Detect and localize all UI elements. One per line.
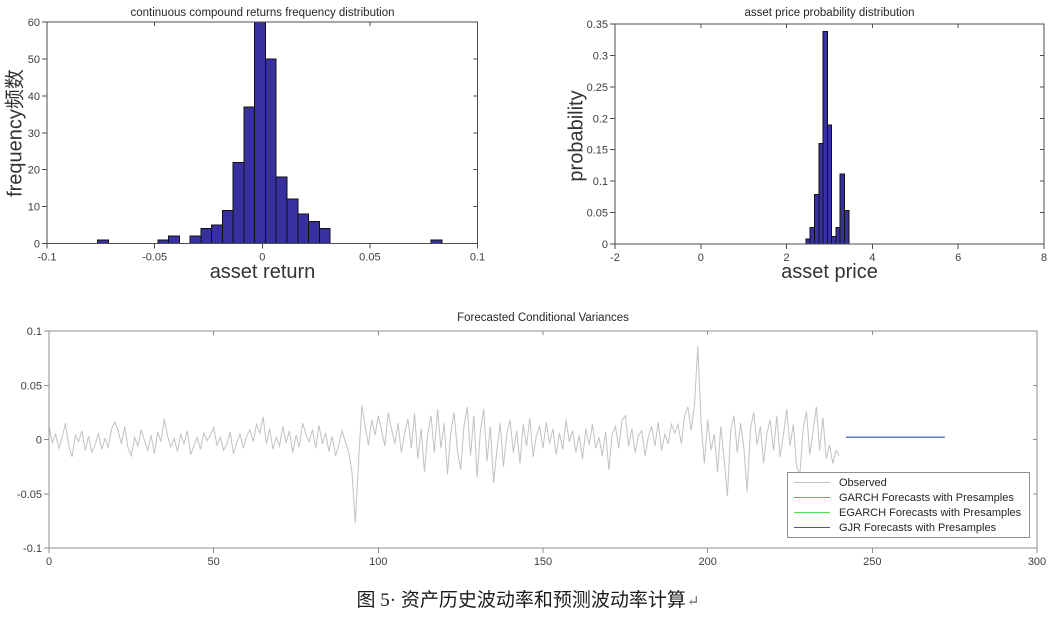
svg-text:0: 0 (259, 252, 265, 264)
svg-text:0: 0 (36, 435, 42, 447)
svg-text:8: 8 (1041, 252, 1047, 264)
svg-text:40: 40 (28, 91, 40, 103)
return-mark: ↵ (686, 594, 700, 610)
figure-caption-text: 图 5· 资产历史波动率和预测波动率计算 (356, 590, 686, 611)
price-axes-box (614, 23, 1045, 245)
garch-line-swatch (794, 496, 830, 499)
legend-box: Observed GARCH Forecasts with Presamples… (787, 472, 1030, 538)
svg-text:0: 0 (46, 556, 52, 568)
svg-text:0.2: 0.2 (593, 113, 608, 125)
svg-text:0.05: 0.05 (359, 252, 380, 264)
svg-text:6: 6 (955, 252, 961, 264)
svg-text:0.05: 0.05 (21, 380, 42, 392)
price-yaxis-label: probability (565, 90, 588, 182)
svg-text:50: 50 (208, 556, 220, 568)
legend-item-observed: Observed (794, 475, 1023, 490)
returns-xaxis-label: asset return (209, 261, 316, 283)
returns-chart-title: continuous compound returns frequency di… (130, 7, 395, 19)
returns-yaxis-label: frequency频数 (4, 69, 27, 197)
variance-ticks (44, 330, 1038, 553)
svg-text:0.1: 0.1 (593, 176, 608, 188)
variance-plot: 0 50 100 150 200 250 300 -0.1 -0.05 0 0.05 0.1 (17, 326, 1046, 568)
legend-label-gjr: GJR Forecasts with Presamples (839, 521, 997, 534)
svg-text:-0.05: -0.05 (142, 252, 167, 264)
returns-ticks (42, 21, 478, 249)
svg-text:50: 50 (28, 54, 40, 66)
svg-text:0.1: 0.1 (470, 252, 485, 264)
svg-text:0: 0 (698, 252, 704, 264)
svg-text:0.05: 0.05 (587, 208, 608, 220)
legend-label-observed: Observed (839, 476, 887, 489)
svg-text:-0.05: -0.05 (17, 489, 42, 501)
returns-bars (97, 21, 443, 245)
svg-text:10: 10 (28, 202, 40, 214)
legend-item-egarch: EGARCH Forecasts with Presamples (794, 505, 1023, 520)
svg-text:100: 100 (369, 556, 387, 568)
legend-item-garch: GARCH Forecasts with Presamples (794, 490, 1023, 505)
svg-text:2: 2 (784, 252, 790, 264)
figure-caption: 图 5· 资产历史波动率和预测波动率计算↵ (0, 585, 1056, 612)
legend-label-egarch: EGARCH Forecasts with Presamples (839, 506, 1022, 519)
svg-text:0.15: 0.15 (587, 145, 608, 157)
price-plot: -2 0 2 4 6 800.050.10.150.20.250.30.35 (587, 19, 1047, 264)
svg-text:150: 150 (534, 556, 552, 568)
svg-text:60: 60 (28, 17, 40, 29)
returns-plot: -0.1 -0.05 0 0.05 0.1 0 10 20 30 40 50 60 (28, 17, 485, 264)
svg-text:20: 20 (28, 165, 40, 177)
svg-text:-0.1: -0.1 (23, 543, 42, 555)
svg-text:0.25: 0.25 (587, 82, 608, 94)
svg-text:250: 250 (863, 556, 881, 568)
variance-chart-title: Forecasted Conditional Variances (457, 312, 629, 324)
variance-series-observed (48, 346, 840, 524)
svg-text:0.3: 0.3 (593, 50, 608, 62)
svg-text:200: 200 (698, 556, 716, 568)
price-bars (805, 31, 850, 245)
svg-text:-2: -2 (610, 252, 620, 264)
legend-item-gjr: GJR Forecasts with Presamples (794, 520, 1023, 535)
gjr-line-swatch (794, 526, 830, 529)
svg-text:300: 300 (1028, 556, 1046, 568)
svg-text:0.35: 0.35 (587, 19, 608, 31)
price-xaxis-label: asset price (781, 261, 878, 283)
price-ticks (610, 23, 1045, 249)
svg-text:4: 4 (869, 252, 875, 264)
svg-text:-0.1: -0.1 (38, 252, 57, 264)
price-chart-title: asset price probability distribution (744, 7, 915, 19)
svg-text:0: 0 (602, 239, 608, 251)
svg-text:0: 0 (34, 239, 40, 251)
legend-label-garch: GARCH Forecasts with Presamples (839, 491, 1014, 504)
observed-line-swatch (794, 481, 830, 484)
egarch-line-swatch (794, 511, 830, 514)
svg-text:30: 30 (28, 128, 40, 140)
svg-text:0.1: 0.1 (27, 326, 42, 338)
